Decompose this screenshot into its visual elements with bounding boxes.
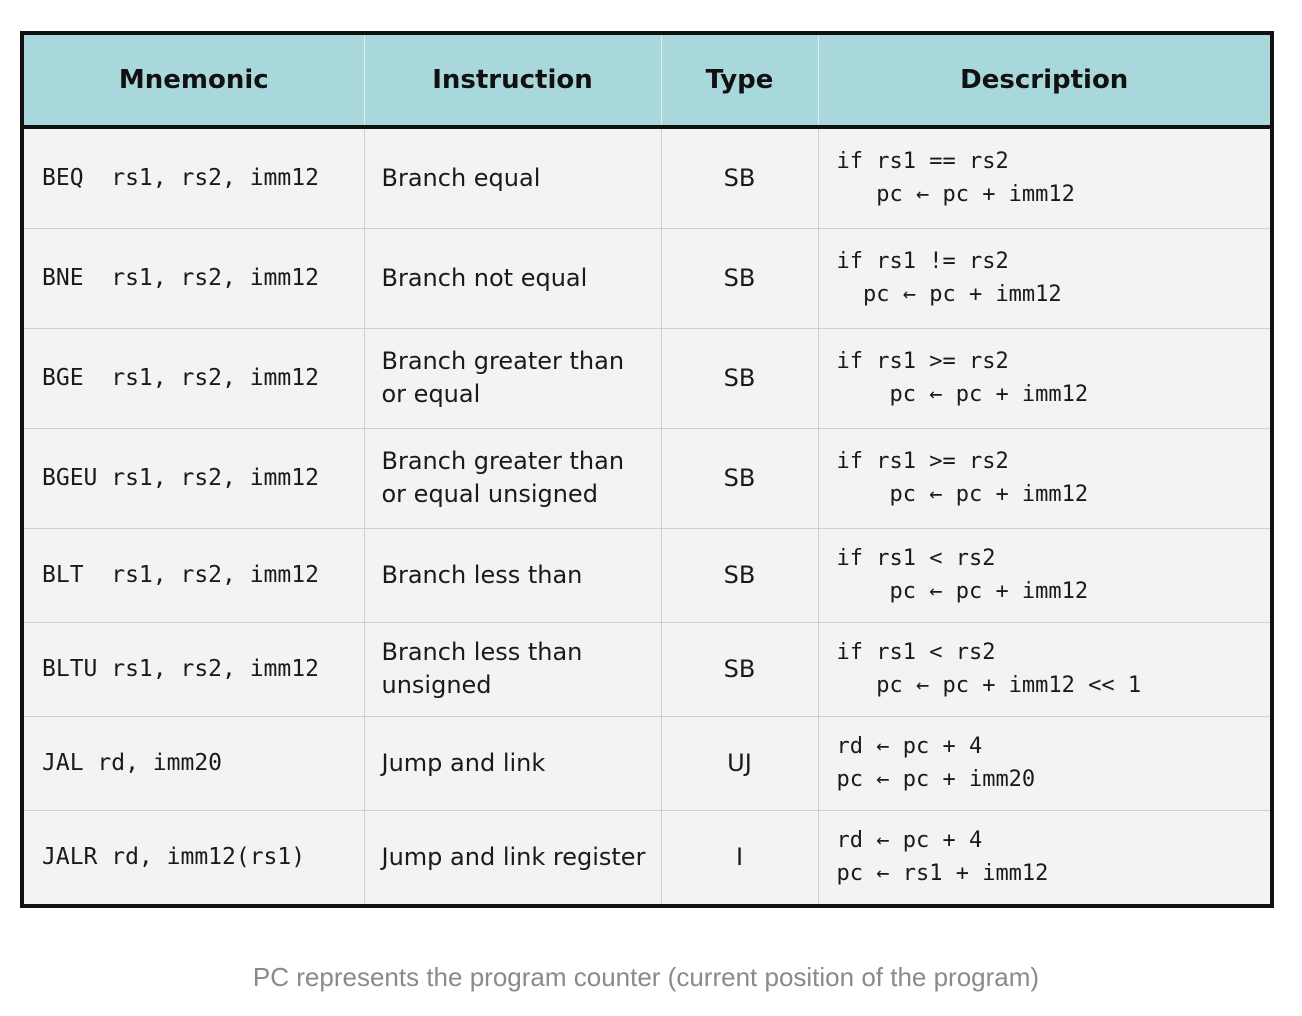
cell-description: rd ← pc + 4 pc ← pc + imm20 — [818, 716, 1270, 811]
description-line: pc ← rs1 + imm12 — [836, 861, 1049, 887]
cell-type: SB — [661, 228, 819, 329]
cell-type: SB — [661, 622, 819, 717]
cell-mnemonic: BNE rs1, rs2, imm12 — [24, 228, 365, 329]
table-header-row: Mnemonic Instruction Type Description — [24, 35, 1270, 129]
instruction-table: Mnemonic Instruction Type Description BE… — [20, 31, 1274, 908]
cell-description: if rs1 == rs2 pc ← pc + imm12 — [818, 127, 1270, 229]
cell-mnemonic: BEQ rs1, rs2, imm12 — [24, 127, 365, 229]
cell-mnemonic: BLTU rs1, rs2, imm12 — [24, 622, 365, 717]
cell-description: if rs1 >= rs2 pc ← pc + imm12 — [818, 428, 1270, 529]
cell-instruction: Branch less than — [364, 528, 662, 623]
table-row: BLTU rs1, rs2, imm12 Branch less than un… — [24, 622, 1270, 717]
table-row: BGE rs1, rs2, imm12 Branch greater than … — [24, 328, 1270, 429]
cell-mnemonic: JALR rd, imm12(rs1) — [24, 810, 365, 904]
header-type: Type — [661, 35, 819, 129]
cell-instruction: Branch less than unsigned — [364, 622, 662, 717]
table-row: BLT rs1, rs2, imm12 Branch less than SB … — [24, 528, 1270, 623]
description-line: pc ← pc + imm12 — [836, 282, 1062, 307]
cell-type: SB — [661, 328, 819, 429]
cell-description: if rs1 != rs2 pc ← pc + imm12 — [818, 228, 1270, 329]
description-line: pc ← pc + imm12 << 1 — [836, 673, 1142, 698]
description-line: pc ← pc + imm12 — [836, 182, 1075, 208]
table-row: JAL rd, imm20 Jump and link UJ rd ← pc +… — [24, 716, 1270, 811]
cell-type: SB — [661, 127, 819, 229]
cell-mnemonic: BGEU rs1, rs2, imm12 — [24, 428, 365, 529]
cell-mnemonic: BLT rs1, rs2, imm12 — [24, 528, 365, 623]
table-row: BGEU rs1, rs2, imm12 Branch greater than… — [24, 428, 1270, 529]
table-row: BNE rs1, rs2, imm12 Branch not equal SB … — [24, 228, 1270, 329]
description-line: if rs1 < rs2 — [836, 546, 996, 571]
cell-instruction: Branch not equal — [364, 228, 662, 329]
cell-mnemonic: BGE rs1, rs2, imm12 — [24, 328, 365, 429]
table-row: BEQ rs1, rs2, imm12 Branch equal SB if r… — [24, 127, 1270, 229]
cell-instruction: Branch greater than or equal — [364, 328, 662, 429]
cell-instruction: Jump and link register — [364, 810, 662, 904]
description-line: rd ← pc + 4 — [836, 734, 983, 759]
cell-type: SB — [661, 428, 819, 529]
description-line: rd ← pc + 4 — [836, 828, 983, 854]
header-mnemonic: Mnemonic — [24, 35, 365, 129]
branch-jump-table: Mnemonic Instruction Type Description BE… — [24, 35, 1270, 904]
header-instruction: Instruction — [364, 35, 662, 129]
description-line: pc ← pc + imm12 — [836, 482, 1089, 507]
description-line: if rs1 == rs2 — [836, 149, 1009, 175]
description-line: if rs1 < rs2 — [836, 640, 996, 665]
description-line: pc ← pc + imm12 — [836, 579, 1089, 604]
description-line: pc ← pc + imm12 — [836, 382, 1089, 407]
cell-description: rd ← pc + 4 pc ← rs1 + imm12 — [818, 810, 1270, 904]
cell-instruction: Jump and link — [364, 716, 662, 811]
table-caption: PC represents the program counter (curre… — [252, 962, 1040, 992]
description-line: pc ← pc + imm20 — [836, 767, 1036, 792]
cell-instruction: Branch greater than or equal unsigned — [364, 428, 662, 529]
table-row: JALR rd, imm12(rs1) Jump and link regist… — [24, 810, 1270, 904]
cell-description: if rs1 >= rs2 pc ← pc + imm12 — [818, 328, 1270, 429]
cell-instruction: Branch equal — [364, 127, 662, 229]
description-line: if rs1 >= rs2 — [836, 349, 1009, 374]
cell-type: SB — [661, 528, 819, 623]
cell-mnemonic: JAL rd, imm20 — [24, 716, 365, 811]
header-description: Description — [818, 35, 1270, 129]
description-line: if rs1 >= rs2 — [836, 449, 1009, 474]
cell-type: UJ — [661, 716, 819, 811]
description-line: if rs1 != rs2 — [836, 249, 1009, 274]
cell-description: if rs1 < rs2 pc ← pc + imm12 << 1 — [818, 622, 1270, 717]
cell-description: if rs1 < rs2 pc ← pc + imm12 — [818, 528, 1270, 623]
cell-type: I — [661, 810, 819, 904]
